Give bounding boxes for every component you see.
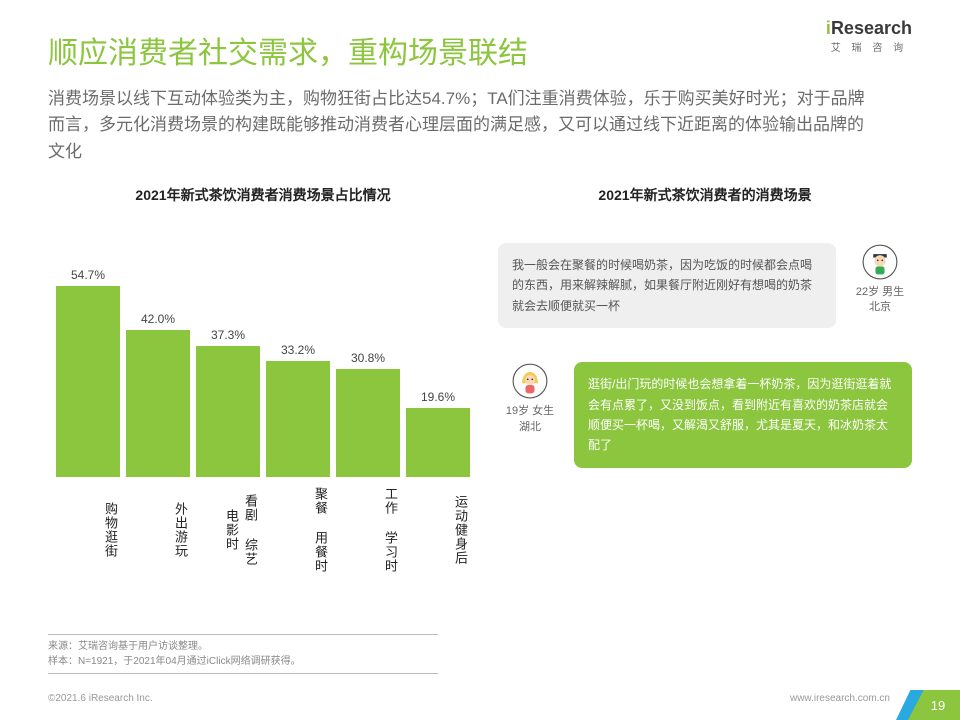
quote-bubble: 我一般会在聚餐的时候喝奶茶，因为吃饭的时候都会点喝的东西，用来解辣解腻，如果餐厅… — [498, 243, 836, 328]
bar — [56, 286, 120, 477]
copyright: ©2021.6 iResearch Inc. — [48, 693, 153, 704]
quote-persona: 19岁 女生 湖北 — [498, 362, 562, 435]
chart-title: 2021年新式茶饮消费者消费场景占比情况 — [48, 185, 478, 205]
footer-url: www.iresearch.com.cn — [790, 693, 890, 704]
persona-label: 19岁 女生 湖北 — [498, 404, 562, 435]
bar-x-label: 工作 学习时 — [336, 485, 400, 575]
logo-main: iResearch — [826, 18, 912, 39]
bar-value-label: 30.8% — [351, 351, 385, 365]
logo-sub: 艾 瑞 咨 询 — [826, 39, 912, 54]
avatar-male-icon — [861, 243, 899, 281]
bar-x-label: 购物逛街 — [56, 485, 120, 575]
logo-brand: Research — [831, 18, 912, 38]
chart-column: 2021年新式茶饮消费者消费场景占比情况 54.7% 42.0% 37.3% 33.2… — [48, 185, 478, 567]
bar-value-label: 54.7% — [71, 268, 105, 282]
quote-row: 逛街/出门玩的时候也会想拿着一杯奶茶，因为逛街逛着就会有点累了，又没到饭点，看到… — [498, 362, 912, 468]
bar-value-label: 42.0% — [141, 312, 175, 326]
avatar-female-icon — [511, 362, 549, 400]
bar-wrap: 37.3% — [196, 328, 260, 477]
content-row: 2021年新式茶饮消费者消费场景占比情况 54.7% 42.0% 37.3% 33.2… — [48, 185, 912, 567]
bar-value-label: 33.2% — [281, 343, 315, 357]
bar — [266, 361, 330, 477]
quote-row: 我一般会在聚餐的时候喝奶茶，因为吃饭的时候都会点喝的东西，用来解辣解腻，如果餐厅… — [498, 243, 912, 328]
quotes-column: 2021年新式茶饮消费者的消费场景 我一般会在聚餐的时候喝奶茶，因为吃饭的时候都… — [498, 185, 912, 567]
page-subtitle: 消费场景以线下互动体验类为主，购物狂街占比达54.7%；TA们注重消费体验，乐于… — [48, 86, 878, 165]
bar-x-label: 外出游玩 — [126, 485, 190, 575]
page-number: 19 — [931, 698, 945, 713]
source-line-2: 样本：N=1921，于2021年04月通过iClick网络调研获得。 — [48, 654, 438, 669]
bar-wrap: 33.2% — [266, 343, 330, 477]
bar-wrap: 30.8% — [336, 351, 400, 477]
bar-wrap: 19.6% — [406, 390, 470, 477]
bar — [196, 346, 260, 477]
source-note: 来源：艾瑞咨询基于用户访谈整理。 样本：N=1921，于2021年04月通过iC… — [48, 634, 438, 674]
bar-x-label: 看剧 综艺 电影时 — [196, 485, 260, 575]
bar-value-label: 19.6% — [421, 390, 455, 404]
bar-wrap: 54.7% — [56, 268, 120, 477]
bar — [406, 408, 470, 477]
bar-x-label: 聚餐 用餐时 — [266, 485, 330, 575]
quote-persona: 22岁 男生 北京 — [848, 243, 912, 316]
bar-chart: 54.7%42.0%37.3%33.2%30.8%19.6% 购物逛街外出游玩看… — [48, 237, 478, 567]
brand-logo: iResearch 艾 瑞 咨 询 — [826, 18, 912, 54]
bar-wrap: 42.0% — [126, 312, 190, 477]
bar-x-label: 运动健身后 — [406, 485, 470, 575]
bar — [336, 369, 400, 477]
bar — [126, 330, 190, 477]
page-title: 顺应消费者社交需求，重构场景联结 — [48, 28, 912, 72]
source-line-1: 来源：艾瑞咨询基于用户访谈整理。 — [48, 639, 438, 654]
persona-label: 22岁 男生 北京 — [848, 285, 912, 316]
quote-bubble: 逛街/出门玩的时候也会想拿着一杯奶茶，因为逛街逛着就会有点累了，又没到饭点，看到… — [574, 362, 912, 468]
quotes-title: 2021年新式茶饮消费者的消费场景 — [498, 185, 912, 205]
slide: iResearch 艾 瑞 咨 询 顺应消费者社交需求，重构场景联结 消费场景以… — [0, 0, 960, 720]
bar-value-label: 37.3% — [211, 328, 245, 342]
